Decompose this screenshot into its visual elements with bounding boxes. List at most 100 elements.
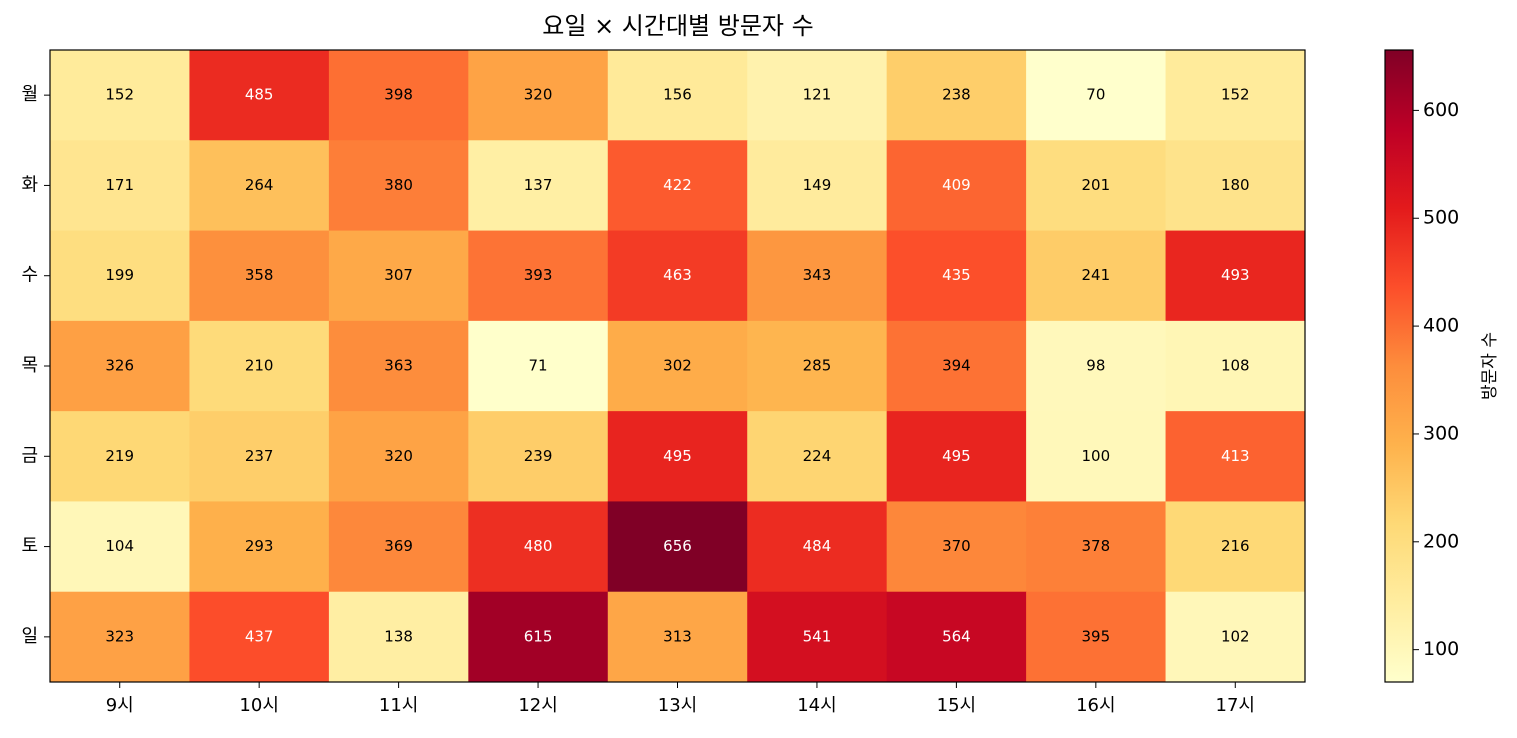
cell-label: 102: [1221, 627, 1250, 645]
y-tick-label: 일: [21, 626, 38, 647]
heatmap-cell: [50, 411, 190, 502]
cell-label: 237: [245, 447, 274, 465]
heatmap-cell: [189, 140, 330, 232]
heatmap-cell: [328, 501, 469, 593]
heatmap-cell: [50, 501, 190, 593]
heatmap-cell: [886, 591, 1027, 683]
y-tick-label: 화: [21, 174, 38, 195]
x-tick-label: 13시: [658, 695, 697, 716]
heatmap-cell: [50, 320, 190, 412]
heatmap-cell: [1165, 140, 1306, 232]
cell-label: 264: [245, 176, 274, 194]
heatmap-cell: [1165, 230, 1306, 322]
cell-label: 485: [245, 86, 274, 104]
heatmap-cell: [189, 411, 330, 502]
heatmap-cell: [747, 501, 888, 593]
heatmap-cell: [607, 50, 748, 141]
cell-label: 394: [942, 357, 971, 375]
heatmap-cell: [886, 411, 1027, 502]
cell-label: 358: [245, 266, 274, 284]
cell-label: 409: [942, 176, 971, 194]
cell-label: 393: [524, 266, 553, 284]
x-tick-label: 9시: [106, 695, 134, 716]
cell-label: 121: [803, 86, 832, 104]
cell-label: 285: [803, 357, 832, 375]
heatmap-cell: [607, 411, 748, 502]
cell-label: 564: [942, 627, 971, 645]
colorbar-tick-label: 400: [1423, 315, 1459, 337]
cell-label: 323: [105, 627, 134, 645]
heatmap-cell: [1165, 320, 1306, 412]
cell-label: 413: [1221, 447, 1250, 465]
cell-label: 293: [245, 537, 274, 555]
cell-label: 369: [384, 537, 413, 555]
heatmap-cell: [50, 230, 190, 322]
heatmap-cell: [1026, 320, 1167, 412]
y-tick-label: 수: [21, 265, 38, 286]
heatmap-cell: [468, 591, 609, 683]
heatmap-cell: [886, 320, 1027, 412]
heatmap-cell: [328, 140, 469, 232]
cell-label: 615: [524, 627, 553, 645]
cell-label: 313: [663, 627, 692, 645]
heatmap-cell: [1026, 591, 1167, 683]
colorbar-tick-label: 200: [1423, 530, 1459, 552]
cell-label: 378: [1082, 537, 1111, 555]
heatmap-cell: [886, 140, 1027, 232]
x-tick-label: 16시: [1076, 695, 1115, 716]
cell-label: 370: [942, 537, 971, 555]
heatmap-cell: [468, 320, 609, 412]
cell-label: 70: [1086, 86, 1105, 104]
x-tick-label: 12시: [518, 695, 557, 716]
heatmap-cell: [50, 50, 190, 141]
cell-label: 100: [1082, 447, 1111, 465]
colorbar-tick-label: 500: [1423, 207, 1459, 229]
cell-label: 180: [1221, 176, 1250, 194]
x-tick-label: 11시: [379, 695, 418, 716]
colorbar-label: 방문자 수: [1480, 332, 1500, 400]
cell-label: 493: [1221, 266, 1250, 284]
cell-label: 435: [942, 266, 971, 284]
cell-label: 224: [803, 447, 832, 465]
cell-label: 437: [245, 627, 274, 645]
cell-label: 422: [663, 176, 692, 194]
y-tick-label: 월: [21, 84, 38, 105]
colorbar-tick-label: 600: [1423, 99, 1459, 121]
cell-label: 320: [524, 86, 553, 104]
cell-label: 104: [105, 537, 134, 555]
heatmap-cell: [747, 591, 888, 683]
cell-label: 201: [1082, 176, 1111, 194]
cell-label: 302: [663, 357, 692, 375]
cell-label: 495: [663, 447, 692, 465]
cell-label: 398: [384, 86, 413, 104]
cell-label: 326: [105, 357, 134, 375]
heatmap-cell: [607, 140, 748, 232]
heatmap-cell: [1026, 411, 1167, 502]
heatmap-cell: [189, 591, 330, 683]
cell-label: 137: [524, 176, 553, 194]
heatmap-cell: [328, 591, 469, 683]
heatmap-cell: [747, 411, 888, 502]
heatmap-cell: [607, 591, 748, 683]
heatmap-cell: [189, 320, 330, 412]
x-tick-label: 17시: [1216, 695, 1255, 716]
heatmap-cell: [189, 230, 330, 322]
y-tick-label: 목: [21, 355, 38, 376]
cell-label: 656: [663, 537, 692, 555]
heatmap-cell: [607, 501, 748, 593]
heatmap-cell: [1165, 591, 1306, 683]
heatmap-cell: [747, 140, 888, 232]
y-tick-label: 금: [21, 445, 38, 466]
heatmap-cell: [747, 320, 888, 412]
heatmap-cell: [747, 50, 888, 141]
heatmap-cell: [189, 501, 330, 593]
heatmap-cell: [328, 230, 469, 322]
cell-label: 307: [384, 266, 413, 284]
heatmap-cell: [886, 501, 1027, 593]
colorbar: [1384, 49, 1414, 683]
cell-label: 480: [524, 537, 553, 555]
heatmap-cell: [468, 230, 609, 322]
cell-label: 108: [1221, 357, 1250, 375]
cell-label: 71: [529, 357, 548, 375]
cell-label: 363: [384, 357, 413, 375]
